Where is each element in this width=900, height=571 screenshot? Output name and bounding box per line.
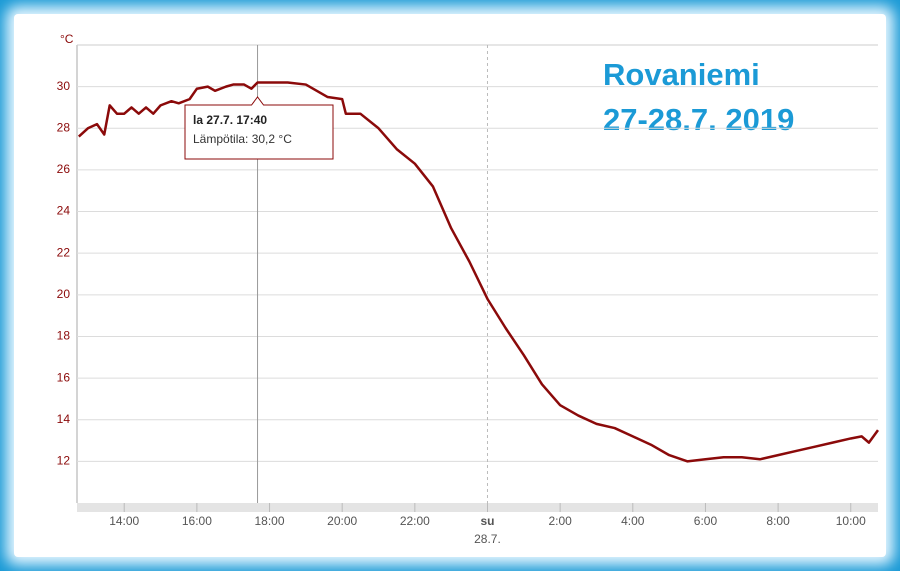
x-tick-label: 22:00	[400, 514, 430, 528]
annotation: 27-28.7. 2019	[603, 102, 794, 137]
y-tick-label: 16	[57, 370, 71, 384]
x-sublabel: 28.7.	[474, 532, 501, 546]
y-tick-label: 22	[57, 245, 71, 259]
y-tick-label: 20	[57, 287, 71, 301]
x-tick-label: 20:00	[327, 514, 357, 528]
y-tick-label: 12	[57, 454, 71, 468]
x-tick-label: 2:00	[548, 514, 572, 528]
x-tick-label: 16:00	[182, 514, 212, 528]
x-tick-label: 18:00	[255, 514, 285, 528]
y-tick-label: 28	[57, 120, 71, 134]
tooltip: la 27.7. 17:40 Lämpötila: 30,2 °C	[184, 96, 334, 160]
x-tick-label: 6:00	[694, 514, 718, 528]
x-tick-label: 10:00	[836, 514, 866, 528]
y-tick-label: 24	[57, 204, 71, 218]
y-tick-label: 18	[57, 329, 71, 343]
y-tick-label: 14	[57, 412, 71, 426]
tooltip-title: la 27.7. 17:40	[193, 113, 267, 127]
y-unit: °C	[60, 32, 74, 46]
line	[77, 81, 880, 463]
x-tick-label: 14:00	[109, 514, 139, 528]
x-tick-label: 4:00	[621, 514, 645, 528]
x-tick-label: su	[480, 514, 494, 528]
tooltip-text: Lämpötila: 30,2 °C	[193, 132, 292, 146]
y-tick-label: 26	[57, 162, 71, 176]
axis-band	[77, 503, 878, 512]
frame	[14, 14, 886, 557]
tooltip-box	[184, 96, 334, 160]
x-tick-label: 8:00	[766, 514, 790, 528]
y-tick-label: 30	[57, 79, 71, 93]
